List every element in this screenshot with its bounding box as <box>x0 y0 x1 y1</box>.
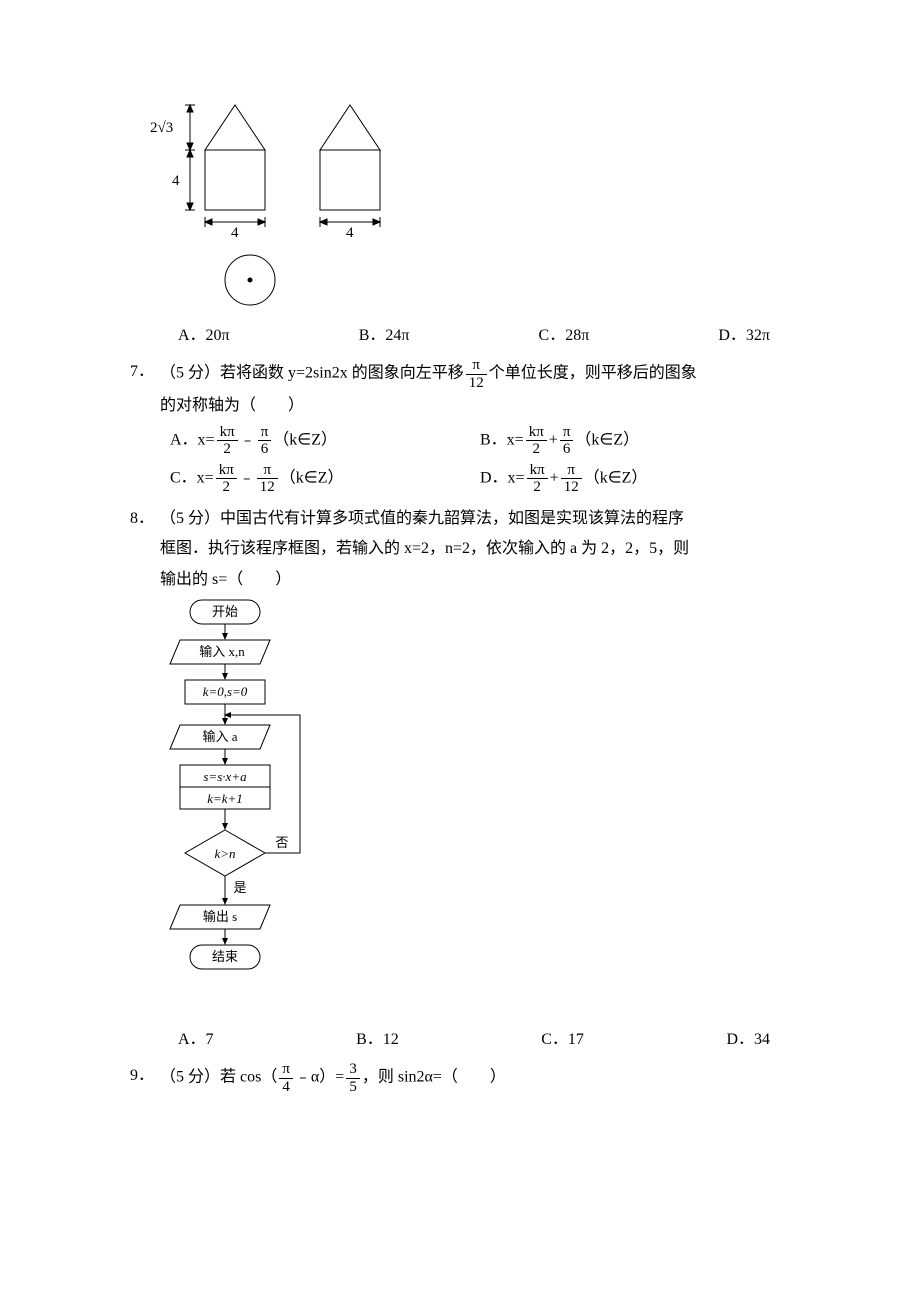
q6-opt-b: B．24π <box>359 321 410 351</box>
dim-left-top: 2√3 <box>150 120 173 136</box>
svg-text:k>n: k>n <box>214 846 235 861</box>
svg-text:输入 x,n: 输入 x,n <box>199 644 245 659</box>
flowchart: 开始 输入 x,n k=0,s=0 输入 a s=s·x+a k=k+1 k>n… <box>130 595 790 1025</box>
dim-right-w: 4 <box>346 225 354 241</box>
q7-frac: π12 <box>466 357 487 391</box>
q6-opt-d: D．32π <box>718 321 770 351</box>
q8-opt-d: D．34 <box>726 1025 770 1055</box>
q9-pre: （5 分）若 cos（ <box>160 1069 277 1086</box>
svg-text:结束: 结束 <box>212 949 238 964</box>
q7-opt-c: C．x=kπ2﹣π12（k∈Z） <box>170 462 480 496</box>
dim-left-mid: 4 <box>172 173 180 189</box>
q7-line2: 的对称轴为（ ） <box>130 391 790 421</box>
q8: 8． （5 分）中国古代有计算多项式值的秦九韶算法，如图是实现该算法的程序 <box>130 504 790 534</box>
q7: 7． （5 分）若将函数 y=2sin2x 的图象向左平移π12个单位长度，则平… <box>130 357 790 391</box>
flowchart-svg: 开始 输入 x,n k=0,s=0 输入 a s=s·x+a k=k+1 k>n… <box>160 595 330 1025</box>
svg-text:是: 是 <box>233 880 246 895</box>
q9-num: 9． <box>130 1061 160 1095</box>
q8-options: A．7 B．12 C．17 D．34 <box>130 1025 790 1055</box>
q6-opt-c: C．28π <box>539 321 590 351</box>
dim-left-w: 4 <box>231 225 239 241</box>
q6-opt-a: A．20π <box>178 321 230 351</box>
q9: 9． （5 分）若 cos（π4﹣α）=35，则 sin2α=（ ） <box>130 1061 790 1095</box>
q9-mid1: ﹣α）= <box>295 1069 344 1086</box>
q7-text-post: 个单位长度，则平移后的图象 <box>489 365 697 382</box>
svg-text:s=s·x+a: s=s·x+a <box>203 769 247 784</box>
svg-text:k=0,s=0: k=0,s=0 <box>203 684 248 699</box>
svg-text:k=k+1: k=k+1 <box>207 791 243 806</box>
q8-opt-b: B．12 <box>356 1025 399 1055</box>
q9-f1: π4 <box>279 1061 293 1095</box>
q6-options: A．20π B．24π C．28π D．32π <box>130 321 790 351</box>
q8-l1: （5 分）中国古代有计算多项式值的秦九韶算法，如图是实现该算法的程序 <box>160 504 790 534</box>
q8-opt-a: A．7 <box>178 1025 214 1055</box>
q7-options: A．x=kπ2﹣π6（k∈Z） B．x=kπ2+π6（k∈Z） C．x=kπ2﹣… <box>130 422 790 498</box>
q7-text-pre: （5 分）若将函数 y=2sin2x 的图象向左平移 <box>160 365 464 382</box>
q9-f2: 35 <box>346 1061 360 1095</box>
q7-opt-b: B．x=kπ2+π6（k∈Z） <box>480 424 790 458</box>
q7-opt-a: A．x=kπ2﹣π6（k∈Z） <box>170 424 480 458</box>
svg-text:否: 否 <box>275 835 288 850</box>
q8-l3: 输出的 s=（ ） <box>130 565 790 595</box>
views-svg: 2√3 4 4 4 <box>140 100 400 315</box>
svg-text:输入 a: 输入 a <box>202 729 237 744</box>
q7-opt-d: D．x=kπ2+π12（k∈Z） <box>480 462 790 496</box>
svg-text:输出 s: 输出 s <box>203 909 237 924</box>
svg-text:开始: 开始 <box>212 604 238 619</box>
q8-num: 8． <box>130 504 160 534</box>
q8-l2: 框图．执行该程序框图，若输入的 x=2，n=2，依次输入的 a 为 2，2，5，… <box>130 534 790 564</box>
q9-mid2: ，则 sin2α=（ ） <box>362 1069 506 1086</box>
q7-num: 7． <box>130 357 160 391</box>
three-view-figure: 2√3 4 4 4 <box>130 100 790 315</box>
q8-opt-c: C．17 <box>541 1025 584 1055</box>
